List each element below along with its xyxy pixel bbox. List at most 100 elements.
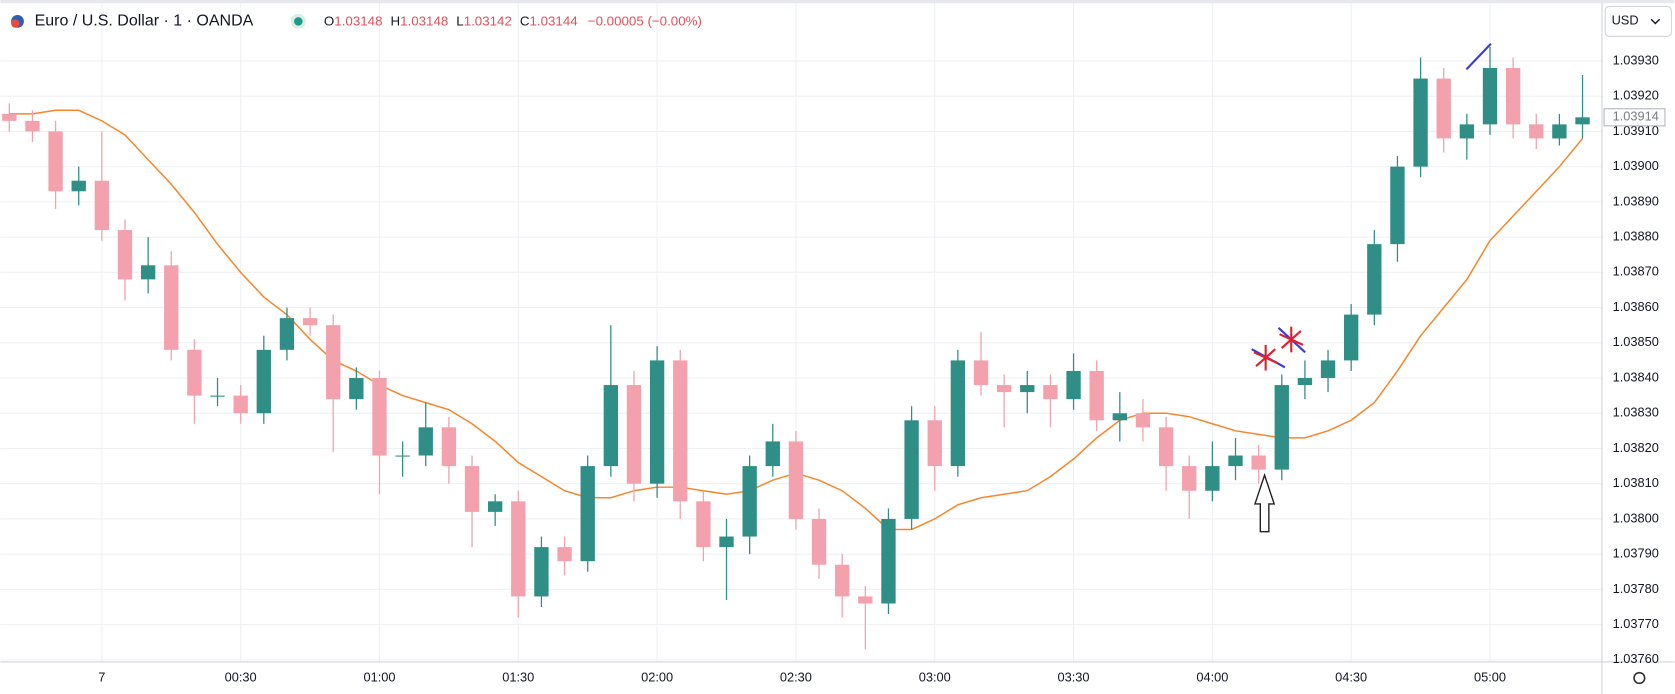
y-tick-label: 1.03900 — [1613, 158, 1659, 173]
candle-body — [418, 427, 433, 456]
currency-button[interactable] — [1604, 5, 1672, 37]
candle-body — [1066, 370, 1081, 400]
x-tick-label: 03:00 — [919, 669, 951, 684]
x-tick-label: 04:00 — [1196, 669, 1228, 684]
candle-body — [603, 385, 619, 467]
candle-body — [1020, 385, 1035, 393]
candle-body — [1043, 385, 1058, 400]
change: −0.00005 (−0.00%) — [588, 13, 702, 28]
candle-body — [117, 230, 133, 280]
y-tick-label: 1.03860 — [1613, 299, 1659, 314]
candle-body — [1367, 244, 1382, 315]
candle-body — [441, 427, 457, 467]
value: 1.03148 — [400, 13, 448, 28]
candle-body — [649, 360, 665, 484]
candle-body — [25, 120, 40, 132]
candle-body — [881, 518, 896, 604]
candle-body — [742, 466, 757, 537]
currency[interactable]: USD — [1612, 13, 1639, 28]
blue-line — [1465, 43, 1492, 71]
candle-body — [256, 349, 271, 414]
y-tick-label: 1.03820 — [1613, 440, 1659, 455]
candle-body — [1297, 378, 1313, 386]
candle-body — [534, 547, 549, 597]
last-price-box — [1603, 108, 1666, 127]
y-tick-label: 1.03850 — [1613, 334, 1659, 349]
y-tick-label: 1.03780 — [1613, 581, 1659, 596]
x-tick-label: 05:00 — [1474, 669, 1506, 684]
label: O — [324, 13, 334, 28]
x-tick-label: 02:30 — [780, 669, 812, 684]
candle-body — [1320, 360, 1336, 379]
value: 1.03148 — [334, 13, 382, 28]
settings-icon[interactable] — [1633, 671, 1646, 685]
candle-body — [580, 466, 595, 562]
candle-body — [1182, 466, 1197, 491]
annotations — [1251, 43, 1492, 533]
candle-body — [1251, 455, 1266, 470]
candle-body — [164, 265, 179, 350]
candle-body — [233, 395, 248, 414]
value: 1.03144 — [530, 13, 579, 28]
candle-body — [719, 536, 734, 548]
x-tick-label: 01:30 — [502, 669, 534, 684]
x-tick-label: 01:00 — [363, 669, 395, 684]
y-tick-label: 1.03910 — [1613, 123, 1659, 138]
candle-body — [2, 113, 17, 121]
candle-body — [1459, 124, 1475, 139]
candle-body — [557, 547, 572, 562]
candle-body — [94, 180, 110, 231]
ohlc: O1.03148 H1.03148 L1.03142 C1.03144 −0.0… — [324, 13, 702, 28]
candle-body — [1575, 117, 1590, 125]
candle-body — [1482, 67, 1498, 125]
label: L — [456, 13, 463, 28]
candle-body — [696, 501, 711, 548]
candle-body — [302, 318, 318, 326]
y-tick-label: 1.03870 — [1613, 264, 1659, 279]
x-tick-label: 02:00 — [641, 669, 673, 684]
candles — [2, 46, 1590, 650]
y-tick-label: 1.03920 — [1613, 88, 1659, 103]
dropdown-icon — [1650, 18, 1661, 25]
candle-body — [511, 501, 526, 597]
y-tick-label: 1.03810 — [1613, 475, 1659, 490]
candle-body — [464, 466, 480, 512]
candle-body — [1436, 78, 1451, 139]
y-tick-label: 1.03800 — [1613, 510, 1659, 525]
y-tick-label: 1.03930 — [1613, 52, 1659, 67]
candle-body — [973, 360, 989, 386]
candle-body — [673, 360, 688, 502]
y-tick-label: 1.03840 — [1613, 369, 1659, 384]
x-tick-label: 00:30 — [225, 669, 257, 684]
candle-body — [835, 564, 850, 597]
candle-body — [1089, 370, 1104, 421]
red-star — [1253, 344, 1278, 371]
status-dot — [294, 17, 303, 26]
x-tick-label: 03:30 — [1058, 669, 1090, 684]
candle-body — [904, 420, 919, 519]
candle-body — [48, 131, 63, 192]
candle-body — [279, 318, 295, 350]
candle-body — [140, 265, 156, 280]
candle-body — [950, 360, 966, 467]
candle-body — [1112, 413, 1127, 421]
candle-body — [1205, 466, 1220, 491]
candle-body — [996, 385, 1012, 393]
x-tick-label: 04:30 — [1335, 669, 1367, 684]
candle-body — [1505, 67, 1521, 125]
candle-body — [1135, 413, 1151, 428]
label: H — [390, 13, 400, 28]
y-tick-label: 1.03890 — [1613, 193, 1659, 208]
candle-body — [1228, 455, 1243, 467]
candle-body — [1529, 124, 1544, 139]
value: 1.03142 — [464, 13, 512, 28]
y-tick-label: 1.03880 — [1613, 228, 1659, 243]
candle-body — [858, 596, 873, 604]
candle-body — [1390, 166, 1405, 245]
candle-body — [372, 378, 387, 456]
symbol-title: Euro / U.S. Dollar · 1 · OANDA — [35, 13, 254, 30]
top-bar — [0, 0, 1675, 4]
symbol-icon — [11, 19, 20, 28]
